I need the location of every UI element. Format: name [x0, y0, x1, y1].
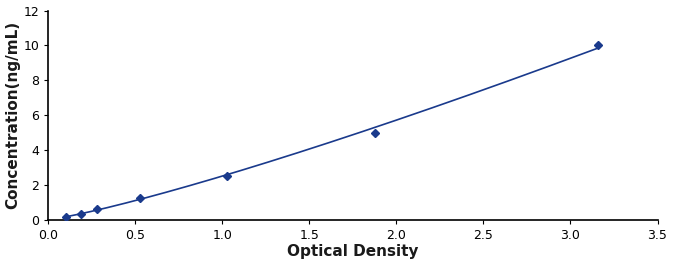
X-axis label: Optical Density: Optical Density: [287, 244, 419, 259]
Y-axis label: Concentration(ng/mL): Concentration(ng/mL): [5, 21, 21, 209]
